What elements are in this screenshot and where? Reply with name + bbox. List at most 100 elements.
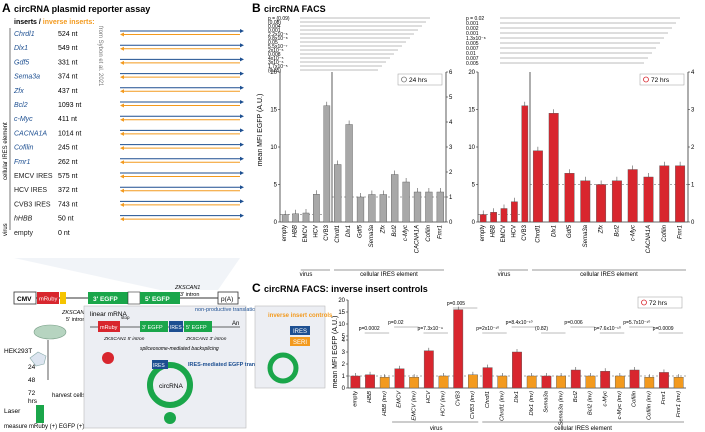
- inverse-arrowhead: [120, 32, 124, 37]
- y-tick-label-left: 15: [468, 108, 475, 114]
- inverse-arrowhead: [120, 117, 124, 122]
- forward-arrowhead: [240, 100, 244, 104]
- bar: [479, 214, 487, 223]
- p-value-label: 0.008: [268, 52, 281, 58]
- insert-length: 524 nt: [58, 31, 78, 38]
- x-tick-label: Chrdl1 (inv): [499, 391, 505, 421]
- virus-group-label: virus: [300, 272, 313, 278]
- insert-length: 331 nt: [58, 59, 78, 66]
- pa-box: [217, 291, 239, 305]
- x-tick-label: HCV: [313, 225, 319, 238]
- circrna-label: circRNA: [159, 383, 183, 390]
- insert-length: 372 nt: [58, 187, 78, 194]
- x-tick-label: Sema3a (inv): [558, 391, 564, 426]
- forward-arrowhead: [240, 71, 244, 76]
- x-tick-label: Zfx: [380, 224, 386, 234]
- bar: [490, 212, 497, 223]
- bar: [281, 214, 289, 223]
- y-tick-label-right: 0: [691, 220, 695, 226]
- x-tick-label: c-Myc (inv): [617, 391, 623, 419]
- ires-label-c: IRES: [293, 329, 307, 335]
- insert-name: EMCV IRES: [14, 173, 53, 180]
- egfp5-box: [140, 292, 180, 304]
- bar: [580, 180, 591, 223]
- egfp5-lin-box: [184, 321, 212, 332]
- y-tick-label-right: 4: [691, 70, 695, 76]
- inserts-label: inserts / inverse inserts:: [14, 19, 95, 26]
- bar: [323, 105, 331, 223]
- bar: [526, 375, 537, 389]
- insert-name: Gdf5: [14, 59, 29, 66]
- bar: [292, 213, 299, 223]
- egfp3-lin-label: 3' EGFP: [142, 325, 163, 331]
- laser-label: Laser: [4, 408, 21, 415]
- x-tick-label: Dlx1: [551, 225, 557, 237]
- panel-a-title: circRNA plasmid reporter assay: [14, 4, 150, 14]
- insert-name: Cofilin: [14, 145, 34, 152]
- time-48: 48: [28, 377, 36, 384]
- y-tick-label-left: 0: [274, 220, 278, 226]
- p-value-label: p=7.6x10⁻¹⁰: [594, 326, 621, 332]
- y-tick-label-right: 2: [691, 145, 695, 151]
- ires-lin-label: IRES: [170, 325, 182, 331]
- bar: [629, 369, 640, 389]
- y-tick-label-left: 10: [270, 145, 277, 151]
- forward-arrowhead: [240, 171, 244, 175]
- p-value-label: 0.01: [466, 51, 476, 57]
- from-ref-label: from Sybon et al. 2021: [97, 26, 103, 87]
- p-value-label: 5.5x10⁻⁷: [268, 44, 288, 50]
- p-value-label: p=5.7x10⁻¹⁰: [623, 320, 650, 326]
- insert-length: 374 nt: [58, 74, 78, 81]
- cellular-vertical-label: cellular IRES element: [3, 122, 9, 180]
- bar: [497, 375, 508, 389]
- seri-label-c: SERI: [293, 340, 307, 346]
- pa-label: p(A): [221, 296, 233, 303]
- forward-arrowhead: [240, 185, 244, 190]
- y-tick-label-left: 0: [472, 220, 476, 226]
- forward-arrowhead: [240, 29, 244, 33]
- y-tick-label: 15: [338, 310, 345, 316]
- bar: [564, 173, 575, 223]
- bar: [611, 180, 622, 223]
- x-tick-label: Cofilin: [632, 391, 638, 407]
- x-tick-label: CVB3 (inv): [470, 391, 476, 419]
- x-tick-label: HCV: [426, 390, 432, 403]
- bar: [659, 165, 670, 223]
- backsplicing-label: spliceosome-mediated backsplicing: [140, 346, 219, 352]
- non-productive-label: non-productive translation: [195, 307, 258, 313]
- bar: [302, 212, 310, 223]
- x-tick-label: c-Myc: [403, 225, 409, 241]
- ires-circ-box: [152, 360, 168, 369]
- insert-length: 245 nt: [58, 145, 78, 152]
- y-tick-label: 3: [342, 350, 346, 356]
- insert-arrows: [120, 29, 244, 222]
- ires-circ-label: IRES: [153, 363, 165, 369]
- y-tick-label-right: 6: [449, 70, 453, 76]
- zks5b-label: 5' intron: [66, 317, 85, 323]
- bar: [394, 368, 405, 389]
- bar: [334, 164, 342, 223]
- insert-length: 262 nt: [58, 159, 78, 166]
- x-tick-label: HBB: [367, 391, 373, 403]
- inverse-arrowhead: [120, 60, 124, 65]
- insert-length: 1014 nt: [58, 130, 81, 137]
- legend-label: 24 hrs: [409, 77, 428, 84]
- inserts-label-text: inserts /: [14, 19, 43, 26]
- panel-b-letter: B: [252, 1, 261, 15]
- inverse-arrowhead: [120, 160, 124, 165]
- bar: [423, 350, 434, 389]
- insert-name: Fmr1: [14, 159, 30, 166]
- panel-c-ylabel: mean MFI EGFP (A.U.): [332, 316, 339, 389]
- x-tick-label: Cofilin: [662, 224, 668, 241]
- p-value-label: 9.8x10⁻⁸: [268, 36, 288, 42]
- y-tick-label-right: 0: [449, 220, 453, 226]
- zks5-label: ZKSCAN1: [61, 310, 87, 316]
- zks-lin3-label: ZKSCAN1 3' intron: [185, 336, 227, 342]
- legend-box: [397, 73, 443, 86]
- bar: [521, 105, 529, 223]
- panel-c-title: circRNA FACS: inverse insert controls: [264, 284, 428, 294]
- ires-mediated-label: IRES-mediated EGFP translation: [188, 362, 274, 368]
- insert-name: Zfx: [13, 88, 24, 95]
- bar: [596, 184, 607, 223]
- inverse-arrowhead: [120, 103, 124, 108]
